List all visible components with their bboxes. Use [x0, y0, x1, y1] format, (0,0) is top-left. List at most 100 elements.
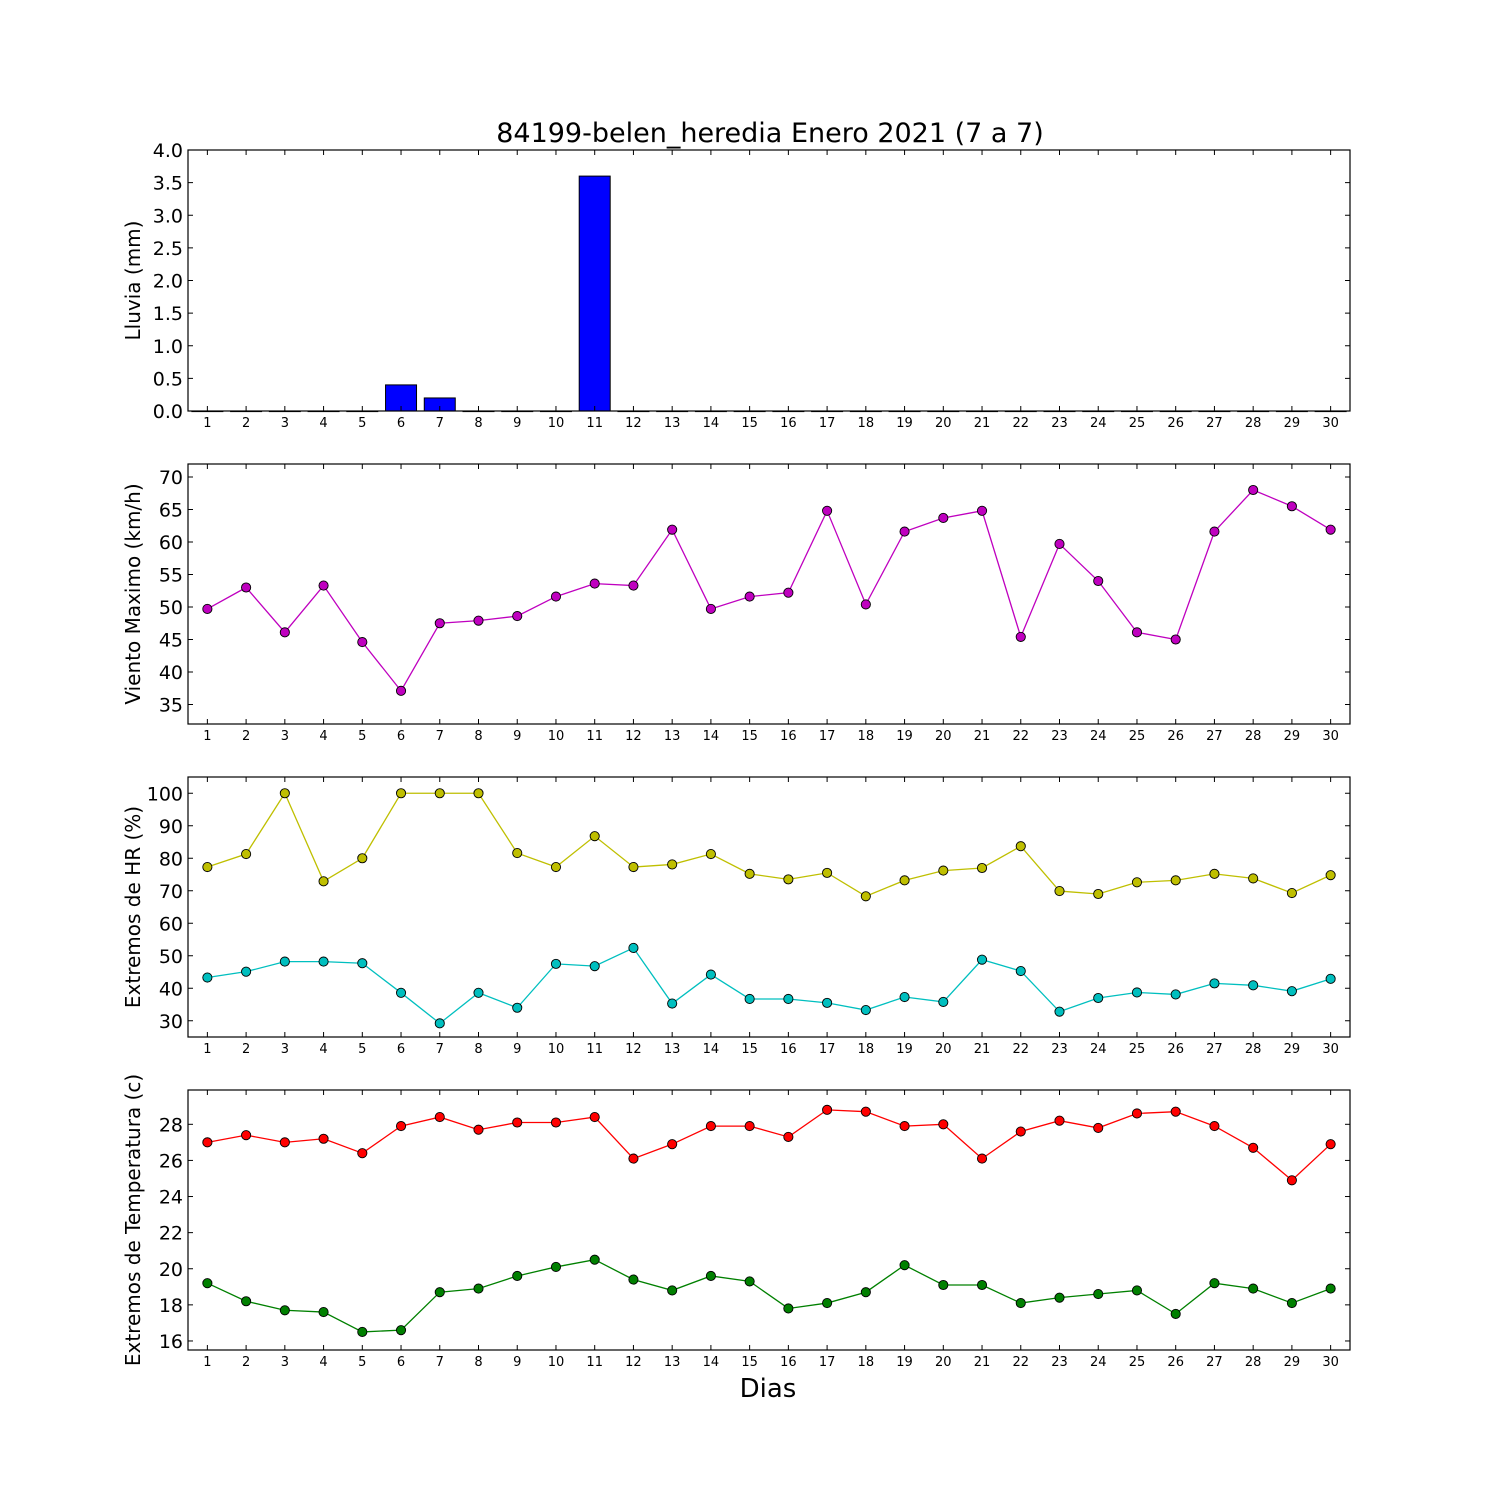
point-viento-0-day-21 [976, 505, 988, 516]
point-temperatura-0-day-11 [589, 1112, 600, 1123]
point-viento-0-day-7 [434, 618, 445, 629]
x-tick-label-viento-19: 19 [896, 729, 913, 744]
point-temperatura-0-day-28 [1248, 1142, 1259, 1153]
point-hr-0-day-25 [1131, 877, 1143, 888]
point-hr-0-day-23 [1054, 886, 1065, 897]
x-tick-label-temperatura-18: 18 [858, 1355, 875, 1370]
panel-viento: 1 2 3 4 5 6 7 8 9 10 11 12 13 14 15 16 17 18 19 20 21 22 23 24 2… [121, 463, 1351, 744]
point-hr-0-day-3 [279, 788, 290, 799]
point-temperatura-1-day-29 [1286, 1298, 1297, 1309]
x-tick-label-temperatura-21: 21 [974, 1355, 991, 1370]
point-viento-0-day-14 [705, 603, 716, 615]
panel-temperatura: 1 2 3 4 5 6 7 8 9 10 11 12 13 14 15 16 17 18 19 20 21 22 23 24 2… [121, 1074, 1351, 1370]
point-hr-0-day-22 [1015, 841, 1026, 852]
x-tick-label-temperatura-16: 16 [780, 1355, 797, 1370]
x-tick-label-temperatura-1: 1 [203, 1355, 211, 1370]
point-hr-0-day-24 [1093, 888, 1104, 900]
x-tick-label-lluvia-7: 7 [436, 416, 444, 431]
point-hr-1-day-8 [473, 987, 484, 998]
series-line-viento-0 [207, 489, 1331, 693]
x-tick-label-temperatura-25: 25 [1129, 1355, 1146, 1370]
x-tick-label-lluvia-4: 4 [319, 416, 327, 431]
point-temperatura-0-day-13 [667, 1139, 678, 1150]
figure-title: 84199-belen_heredia Enero 2021 (7 a 7) [496, 118, 1044, 149]
point-hr-1-day-11 [589, 961, 600, 972]
x-tick-label-temperatura-26: 26 [1167, 1355, 1184, 1370]
x-tick-label-viento-24: 24 [1090, 729, 1107, 744]
point-viento-0-day-9 [512, 611, 523, 622]
x-tick-label-lluvia-3: 3 [281, 416, 289, 431]
point-hr-0-day-16 [783, 874, 794, 885]
x-tick-label-viento-13: 13 [664, 729, 681, 744]
x-tick-label-lluvia-23: 23 [1051, 416, 1068, 431]
x-tick-label-viento-30: 30 [1322, 729, 1339, 744]
point-hr-0-day-27 [1209, 868, 1220, 879]
plot-frame-hr [187, 776, 1351, 1038]
point-hr-1-day-2 [241, 966, 252, 977]
x-tick-label-hr-14: 14 [703, 1042, 720, 1057]
point-hr-1-day-6 [395, 987, 407, 998]
y-tick-label-hr-0: 30 [159, 1011, 183, 1033]
point-viento-0-day-23 [1054, 538, 1065, 550]
y-tick-label-viento-7: 70 [159, 467, 183, 489]
x-tick-label-hr-27: 27 [1206, 1042, 1223, 1057]
x-tick-label-hr-17: 17 [819, 1042, 836, 1057]
point-hr-1-day-14 [705, 969, 716, 980]
y-tick-label-lluvia-5: 2.5 [153, 238, 183, 260]
point-hr-0-day-30 [1325, 870, 1336, 881]
point-temperatura-0-day-19 [899, 1121, 910, 1132]
panel-lluvia: 1 2 3 4 5 6 7 8 9 10 11 12 13 14 15 16 17 18 19 20 21 22 23 24 2… [121, 140, 1351, 431]
point-viento-0-day-29 [1286, 501, 1297, 512]
point-temperatura-0-day-3 [279, 1137, 290, 1148]
point-hr-1-day-23 [1054, 1006, 1065, 1017]
point-temperatura-1-day-6 [395, 1325, 407, 1336]
x-tick-label-hr-9: 9 [513, 1042, 521, 1057]
point-viento-0-day-11 [589, 578, 600, 589]
x-tick-label-hr-29: 29 [1284, 1042, 1301, 1057]
point-temperatura-0-day-7 [434, 1112, 445, 1123]
point-hr-1-day-1 [202, 972, 213, 983]
y-tick-label-viento-6: 65 [159, 500, 183, 522]
point-hr-1-day-15 [744, 993, 755, 1005]
y-tick-label-viento-2: 45 [159, 630, 183, 652]
point-temperatura-1-day-10 [550, 1261, 562, 1272]
point-hr-1-day-28 [1248, 980, 1259, 991]
x-tick-label-temperatura-4: 4 [319, 1355, 327, 1370]
x-tick-label-hr-30: 30 [1322, 1042, 1339, 1057]
series-line-temperatura-1 [207, 1259, 1331, 1333]
y-axis-label-temperatura: Extremos de Temperatura (c) [121, 1074, 145, 1366]
x-tick-label-temperatura-17: 17 [819, 1355, 836, 1370]
x-tick-label-viento-18: 18 [858, 729, 875, 744]
point-temperatura-1-day-25 [1131, 1285, 1143, 1296]
x-tick-label-lluvia-25: 25 [1129, 416, 1146, 431]
x-tick-label-lluvia-5: 5 [358, 416, 366, 431]
x-tick-label-hr-22: 22 [1012, 1042, 1029, 1057]
x-tick-label-lluvia-26: 26 [1167, 416, 1184, 431]
point-hr-1-day-12 [628, 942, 639, 954]
point-hr-1-day-3 [279, 956, 290, 967]
point-temperatura-1-day-26 [1170, 1308, 1181, 1319]
point-viento-0-day-26 [1170, 634, 1181, 645]
point-temperatura-0-day-6 [395, 1121, 407, 1132]
point-hr-1-day-19 [899, 991, 910, 1003]
point-temperatura-0-day-26 [1170, 1106, 1181, 1117]
x-tick-label-temperatura-22: 22 [1012, 1355, 1029, 1370]
y-tick-label-temperatura-2: 20 [159, 1259, 183, 1281]
point-viento-0-day-5 [357, 637, 368, 648]
x-tick-label-viento-8: 8 [474, 729, 482, 744]
x-tick-label-temperatura-29: 29 [1284, 1355, 1301, 1370]
x-tick-label-lluvia-1: 1 [203, 416, 211, 431]
y-tick-label-viento-3: 50 [159, 597, 183, 619]
point-viento-0-day-4 [318, 580, 329, 591]
x-tick-label-temperatura-11: 11 [586, 1355, 603, 1370]
y-tick-label-lluvia-7: 3.5 [153, 173, 183, 195]
point-hr-0-day-2 [241, 848, 252, 860]
y-tick-label-lluvia-1: 0.5 [153, 368, 183, 390]
x-tick-label-lluvia-21: 21 [974, 416, 991, 431]
point-temperatura-0-day-1 [202, 1137, 213, 1148]
x-tick-label-hr-28: 28 [1245, 1042, 1262, 1057]
x-tick-label-temperatura-8: 8 [474, 1355, 482, 1370]
point-hr-0-day-28 [1248, 873, 1259, 884]
x-tick-label-lluvia-30: 30 [1322, 416, 1339, 431]
